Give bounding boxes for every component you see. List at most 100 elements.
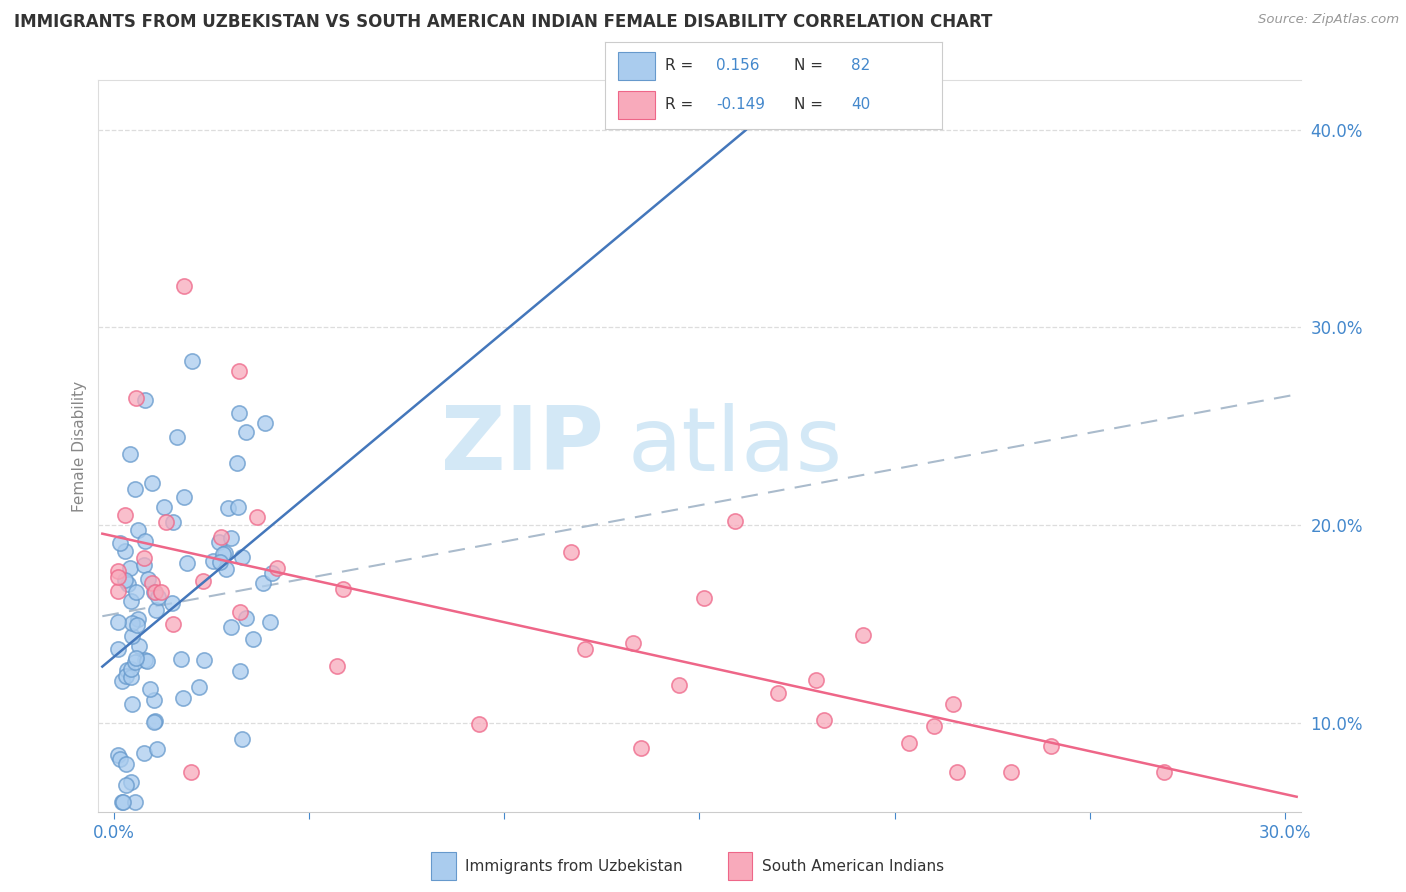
Point (125, 618, 148, 632)
Point (172, 691, 194, 706)
Point (115, 757, 138, 772)
Point (120, 594, 142, 608)
Point (162, 617, 184, 632)
Point (228, 364, 250, 378)
Point (173, 490, 195, 504)
Point (138, 572, 160, 586)
Point (804, 673, 827, 688)
Point (162, 515, 184, 529)
Bar (619, 91, 655, 119)
Point (228, 406, 250, 420)
Point (134, 392, 156, 407)
Point (209, 530, 232, 544)
Point (143, 584, 166, 599)
Point (254, 416, 277, 430)
Point (266, 561, 288, 575)
Point (150, 585, 173, 599)
Bar (728, 853, 752, 880)
Point (246, 509, 269, 524)
Point (259, 615, 281, 629)
Point (139, 681, 162, 696)
Point (766, 686, 789, 700)
Point (143, 714, 166, 729)
Text: N =: N = (793, 58, 827, 73)
Point (107, 642, 129, 657)
Point (187, 680, 209, 694)
Point (121, 615, 143, 630)
Point (191, 574, 214, 588)
Point (170, 652, 193, 666)
Point (115, 669, 138, 683)
Text: N =: N = (793, 97, 827, 112)
Point (134, 533, 156, 548)
Point (180, 765, 202, 780)
Text: South American Indians: South American Indians (762, 859, 943, 873)
Point (173, 278, 195, 293)
Point (852, 628, 875, 642)
Point (114, 508, 136, 523)
Point (107, 584, 129, 599)
Point (229, 664, 252, 678)
Point (132, 550, 155, 565)
Point (142, 693, 165, 707)
Point (120, 670, 142, 684)
Point (176, 556, 198, 570)
Point (942, 698, 965, 712)
Point (125, 584, 148, 599)
Point (124, 483, 146, 497)
Point (166, 430, 188, 444)
Point (112, 795, 135, 809)
Point (217, 501, 239, 516)
Point (560, 545, 582, 559)
Point (226, 500, 249, 514)
Point (260, 566, 283, 580)
Point (146, 741, 169, 756)
Point (668, 678, 690, 692)
Point (212, 547, 235, 561)
Text: R =: R = (665, 58, 699, 73)
Point (108, 752, 131, 766)
Point (125, 392, 148, 406)
Point (114, 573, 136, 587)
Point (181, 354, 204, 368)
Point (897, 735, 920, 749)
Point (468, 717, 491, 731)
Point (121, 697, 143, 711)
Point (231, 731, 253, 746)
Point (202, 554, 225, 568)
Point (208, 534, 231, 549)
Point (148, 591, 170, 605)
Point (693, 591, 716, 606)
Point (214, 546, 236, 560)
Point (209, 555, 232, 569)
Point (946, 765, 969, 780)
Point (120, 775, 142, 789)
Point (231, 550, 253, 565)
Text: 82: 82 (851, 58, 870, 73)
Text: 0.156: 0.156 (716, 58, 759, 73)
Point (229, 606, 252, 620)
Bar (430, 853, 456, 880)
Point (120, 662, 142, 676)
Point (219, 620, 242, 634)
Point (127, 612, 149, 626)
Point (332, 582, 354, 596)
Point (111, 673, 134, 688)
Text: Source: ZipAtlas.com: Source: ZipAtlas.com (1258, 13, 1399, 27)
Point (141, 476, 163, 491)
Point (117, 577, 139, 591)
Point (124, 655, 146, 669)
Point (110, 536, 132, 550)
Point (143, 585, 166, 599)
Text: Immigrants from Uzbekistan: Immigrants from Uzbekistan (465, 859, 682, 873)
Point (115, 663, 138, 677)
Point (221, 531, 243, 545)
Text: R =: R = (665, 97, 699, 112)
Point (215, 561, 238, 575)
Point (813, 713, 835, 727)
Point (107, 564, 129, 578)
Point (143, 714, 166, 729)
Point (160, 596, 183, 610)
Point (125, 650, 148, 665)
Point (922, 719, 945, 733)
